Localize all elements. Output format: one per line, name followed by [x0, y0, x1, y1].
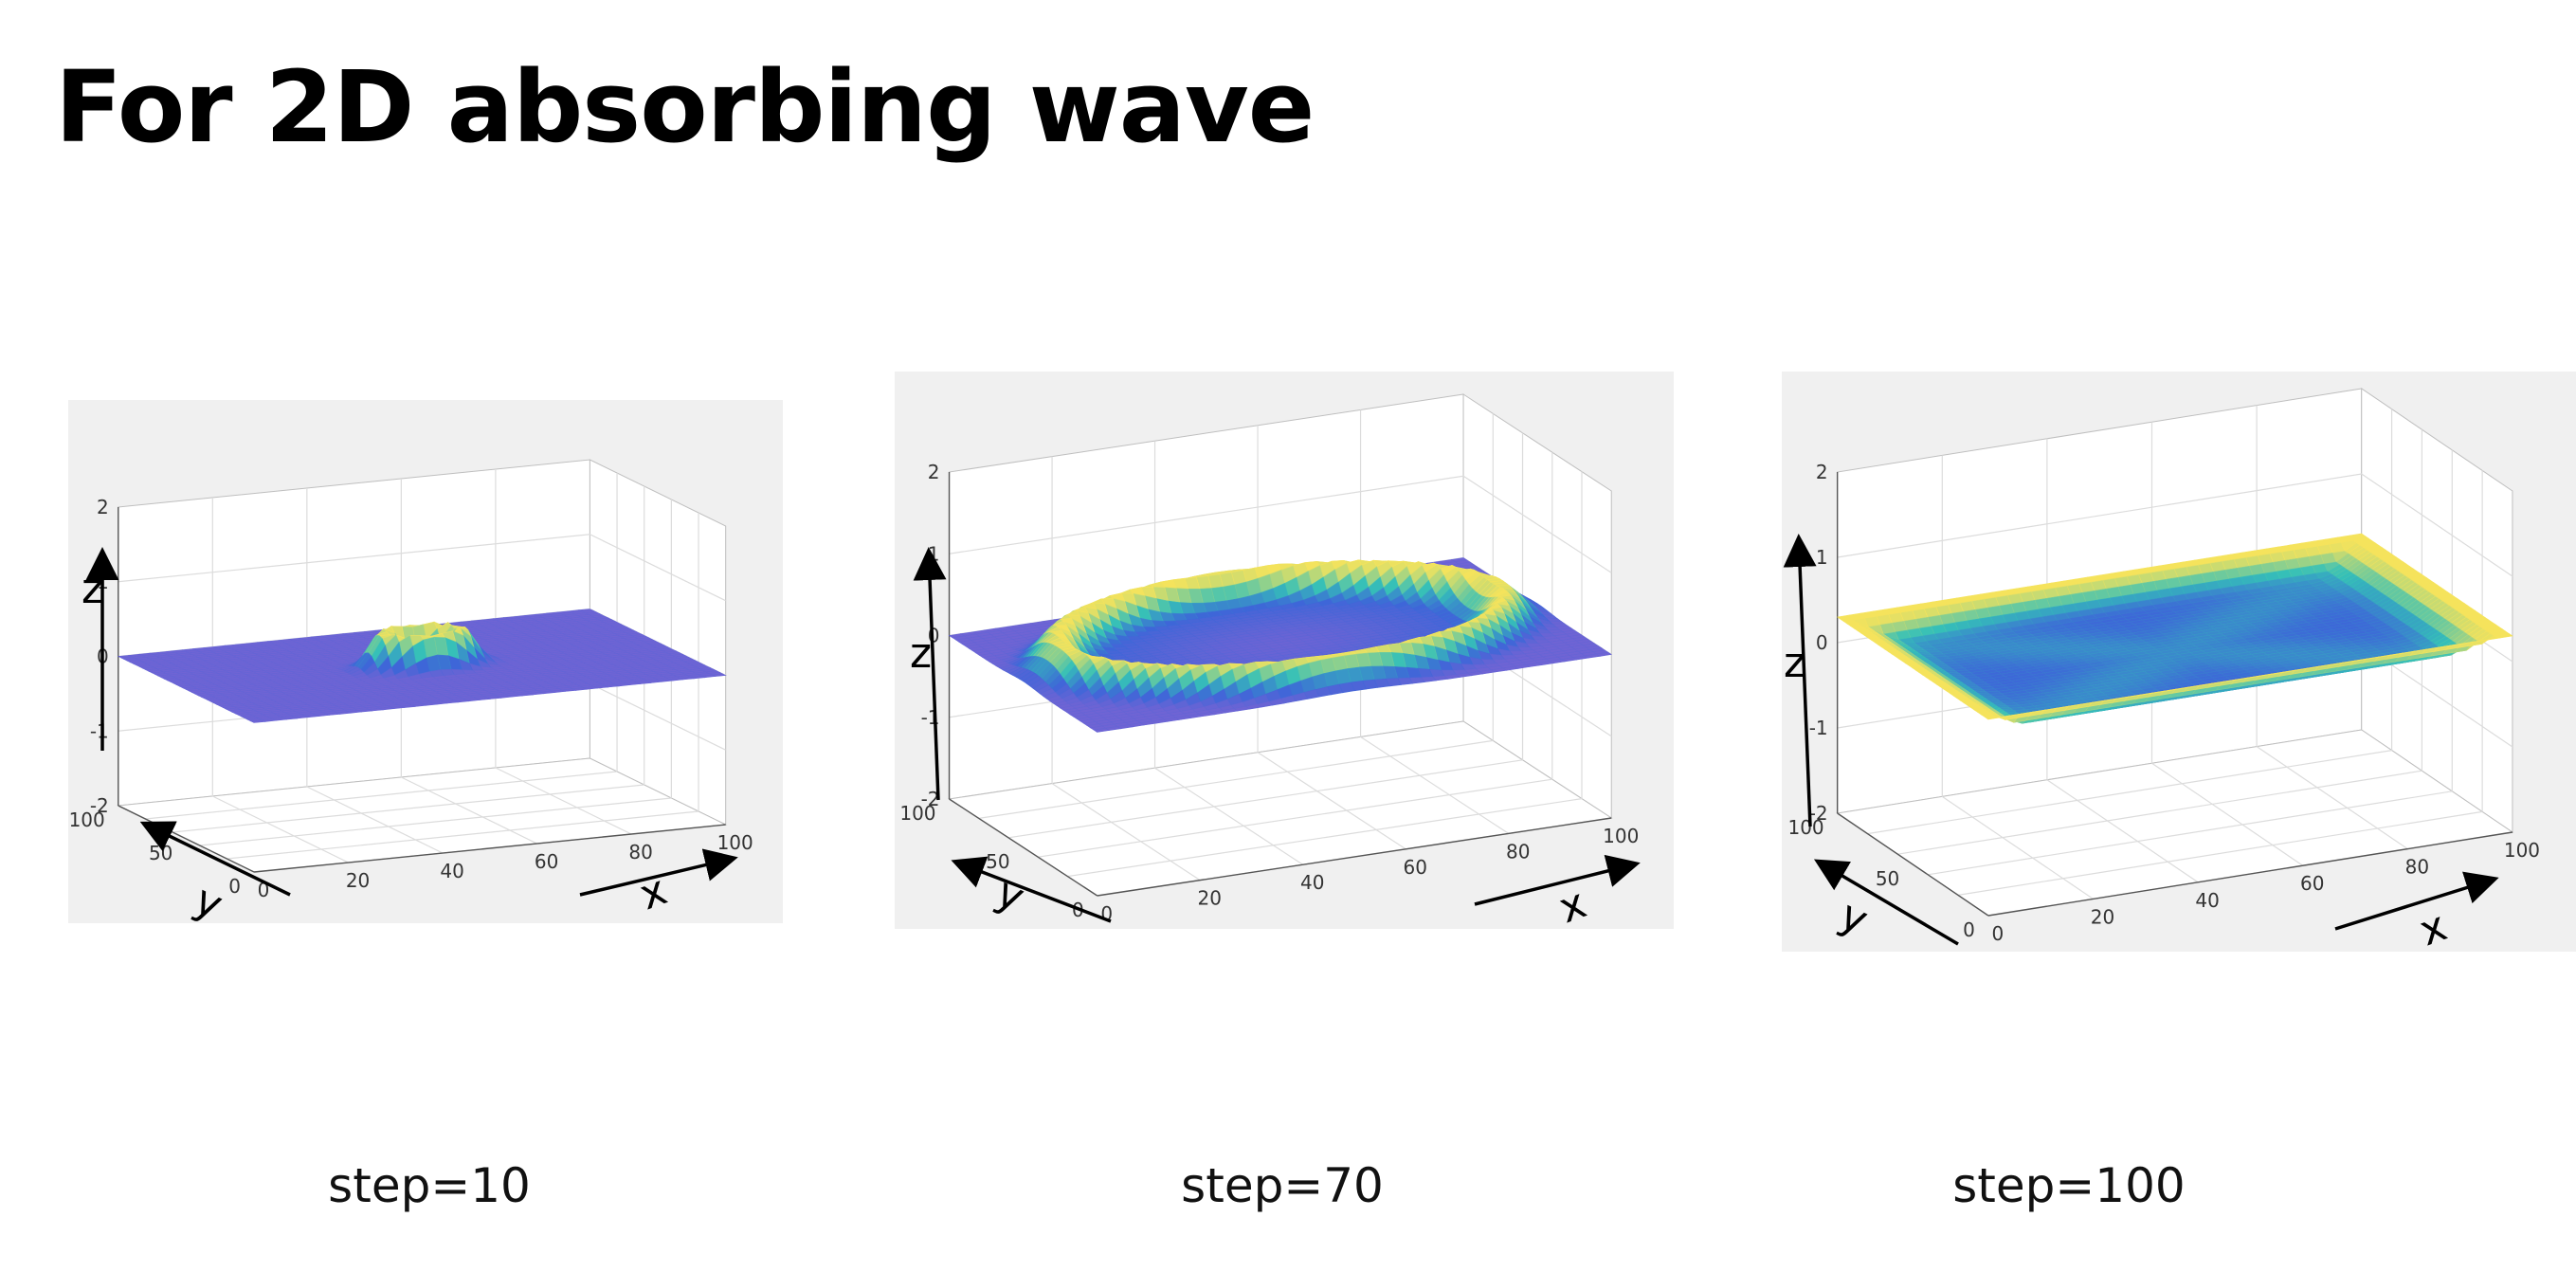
- z-axis-label: z: [910, 629, 932, 678]
- floor-gridline: [1257, 752, 1406, 850]
- y-axis-line: [1837, 812, 1989, 917]
- floor-gridline: [306, 786, 444, 854]
- z-tick-label: -2: [921, 788, 940, 810]
- floor-gridline: [1957, 810, 2483, 896]
- floor-gridline: [172, 784, 644, 833]
- wall-gridline: [949, 475, 1612, 573]
- x-tick-label: 100: [1603, 825, 1639, 847]
- surface-cell: [1093, 727, 1110, 733]
- y-axis-line: [118, 805, 255, 873]
- x-tick-label: 20: [1197, 887, 1221, 910]
- x-tick-label: 0: [1100, 902, 1113, 925]
- floor-gridline: [1154, 767, 1304, 865]
- floor-gridline: [978, 739, 1494, 819]
- y-axis-arrow: [139, 821, 291, 897]
- x-axis-line: [1097, 817, 1612, 897]
- x-axis-line: [253, 824, 726, 873]
- wall-gridline: [118, 534, 726, 602]
- floor-gridline: [199, 797, 672, 846]
- floor-gridline: [1928, 790, 2453, 876]
- floor-gridline: [1360, 736, 1510, 834]
- floor-gridline: [495, 767, 632, 835]
- wave-surface: [1836, 533, 2513, 724]
- x-tick-label: 60: [535, 850, 558, 873]
- x-tick-label: 80: [1506, 840, 1530, 863]
- floor-gridline: [212, 795, 349, 863]
- z-tick-label: -1: [90, 719, 109, 742]
- surface-cell: [249, 719, 266, 723]
- floor-gridline: [145, 771, 618, 820]
- z-tick-label: 2: [928, 461, 940, 483]
- wave-surface: [117, 609, 727, 723]
- floor-gridline: [1007, 759, 1523, 839]
- x-tick-label: 80: [628, 841, 652, 863]
- floor-gridline: [1067, 798, 1583, 878]
- floor-gridline: [1897, 770, 2422, 855]
- wall-gridline: [1837, 473, 2513, 577]
- x-axis-line: [1987, 831, 2513, 917]
- floor-gridline: [2256, 746, 2408, 850]
- x-tick-label: 40: [1300, 871, 1324, 894]
- y-tick-label: 50: [149, 842, 172, 864]
- y-axis-line: [949, 798, 1098, 897]
- floor-gridline: [1038, 778, 1552, 858]
- x-tick-label: 60: [1404, 856, 1427, 879]
- x-tick-label: 20: [346, 869, 370, 892]
- y-axis-label: y: [187, 876, 229, 930]
- floor-gridline: [227, 810, 699, 860]
- floor-gridline: [401, 776, 537, 845]
- x-axis-arrow: [1474, 854, 1641, 906]
- y-axis-arrow: [951, 856, 1112, 923]
- wave-surface: [948, 557, 1613, 733]
- floor-gridline: [1941, 795, 2094, 899]
- floor-gridline: [2046, 779, 2199, 883]
- x-tick-label: 40: [440, 860, 463, 882]
- floor-gridline: [2151, 762, 2304, 866]
- z-tick-label: 2: [97, 496, 109, 518]
- x-axis-label: x: [1552, 880, 1592, 934]
- y-tick-label: 0: [228, 875, 241, 898]
- x-tick-label: 100: [717, 831, 753, 854]
- z-axis-label: z: [82, 565, 103, 613]
- floor-gridline: [1051, 783, 1201, 881]
- floor-gridline: [1867, 750, 2392, 835]
- z-tick-label: -2: [90, 794, 109, 817]
- y-tick-label: 100: [899, 802, 935, 825]
- slide-title: For 2D absorbing wave: [55, 49, 1315, 165]
- z-axis-arrow: [913, 547, 947, 801]
- x-axis-arrow: [579, 848, 738, 897]
- y-tick-label: 50: [986, 850, 1009, 873]
- y-tick-label: 100: [69, 809, 105, 831]
